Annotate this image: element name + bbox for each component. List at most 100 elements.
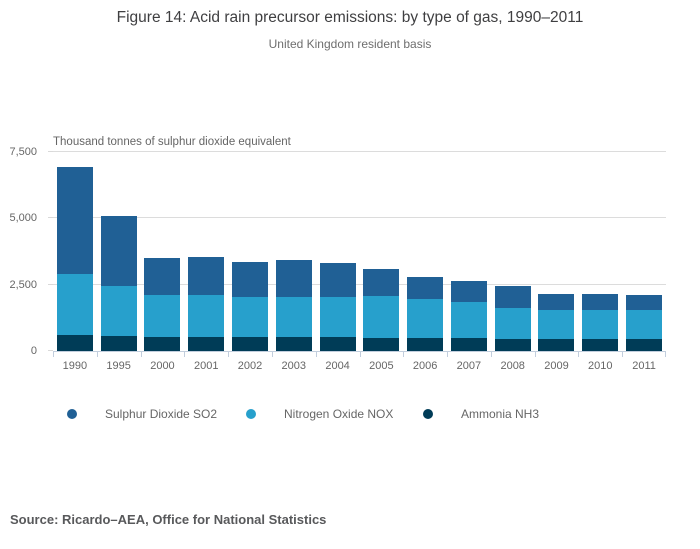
x-axis-tick-mark	[315, 351, 317, 357]
x-axis-tick-mark	[140, 351, 142, 357]
bar-segment-so2	[582, 293, 619, 311]
bar-1995	[100, 215, 137, 351]
gridline	[53, 283, 666, 285]
bar-segment-so2	[407, 276, 444, 300]
legend: Sulphur Dioxide SO2 Nitrogen Oxide NOX Amm…	[0, 403, 700, 425]
x-axis-label: 2007	[456, 360, 482, 372]
x-axis-tick-mark	[96, 351, 98, 357]
x-axis-label: 2003	[281, 360, 307, 372]
bar-segment-nh3	[188, 336, 225, 351]
bar-segment-so2	[100, 215, 137, 287]
bar-segment-nox	[450, 302, 487, 338]
bar-segment-nox	[582, 310, 619, 339]
bar-segment-nh3	[100, 335, 137, 351]
bar-slot	[53, 166, 97, 351]
x-axis-label: 2004	[325, 360, 350, 372]
bar-2002	[232, 261, 269, 351]
bar-segment-nox	[56, 274, 93, 336]
y-axis-tick-mark	[48, 151, 53, 152]
x-axis-tick-mark	[665, 351, 666, 357]
x-axis-tick-mark	[184, 351, 186, 357]
bar-segment-so2	[275, 260, 312, 297]
bar-2007	[450, 280, 487, 351]
y-axis-tick-label: 5,000	[9, 212, 37, 225]
x-axis-label: 2009	[544, 360, 569, 372]
chart-title: Figure 14: Acid rain precursor emissions…	[116, 9, 584, 26]
y-axis-tick-mark	[48, 283, 53, 285]
x-axis-tick-mark	[271, 351, 273, 357]
x-axis-tick-mark	[228, 351, 230, 357]
bar-segment-so2	[494, 286, 531, 309]
source-note: Source: Ricardo–AEA, Office for National…	[10, 512, 327, 527]
bar-2000	[144, 257, 181, 351]
bar-segment-so2	[188, 257, 225, 295]
bar-segment-nh3	[363, 338, 400, 351]
bar-2010	[582, 293, 619, 351]
y-axis-tick-mark	[48, 350, 53, 351]
bar-2011	[626, 295, 663, 351]
x-axis-label: 2001	[193, 360, 219, 372]
bar-slot	[141, 257, 185, 351]
bar-segment-nh3	[319, 336, 356, 351]
bar-segment-nh3	[232, 336, 269, 351]
bar-slot	[97, 215, 141, 351]
x-axis-label: 2005	[369, 360, 394, 372]
x-axis-label: 1995	[106, 360, 131, 372]
bar-slot	[447, 280, 491, 351]
bar-segment-nox	[275, 296, 312, 337]
bar-segment-nox	[538, 310, 575, 339]
chart-subtitle: United Kingdom resident basis	[268, 37, 432, 51]
legend-dot-icon	[246, 409, 256, 419]
x-axis-tick-mark	[359, 351, 361, 357]
x-axis-tick-mark	[403, 351, 405, 357]
legend-label: Sulphur Dioxide SO2	[105, 407, 218, 421]
x-axis-label: 2002	[237, 360, 263, 372]
gridline	[53, 217, 666, 219]
bar-2006	[407, 276, 444, 351]
bar-2004	[319, 262, 356, 351]
bar-slot	[272, 260, 316, 351]
y-axis-tick-label: 0	[30, 345, 37, 357]
bar-1990	[56, 166, 93, 351]
legend-dot-icon	[423, 409, 433, 419]
bar-segment-nox	[319, 296, 356, 337]
plot-area: 7,500 5,000 2,500 0	[9, 146, 666, 357]
bar-segment-so2	[450, 280, 487, 303]
y-axis-tick-label: 7,500	[9, 146, 37, 158]
legend-item-nh3: Ammonia NH3	[423, 403, 539, 425]
x-axis-label: 2000	[150, 360, 175, 372]
bar-slot	[578, 293, 622, 351]
bar-segment-so2	[144, 257, 181, 295]
bar-segment-nh3	[275, 336, 312, 351]
bar-segment-nox	[626, 310, 663, 339]
bar-segment-nox	[494, 308, 531, 339]
x-axis-label: 2008	[500, 360, 525, 372]
bar-slot	[228, 261, 272, 351]
bar-segment-so2	[363, 269, 400, 297]
bar-segment-so2	[538, 293, 575, 311]
bar-segment-nh3	[450, 338, 487, 351]
bar-slot	[491, 286, 535, 351]
y-axis-tick-mark	[48, 217, 53, 219]
bar-segment-nox	[144, 294, 181, 337]
x-axis-label: 2011	[632, 360, 656, 372]
gridline	[53, 151, 666, 152]
bar-segment-so2	[626, 295, 663, 311]
bar-segment-nh3	[582, 338, 619, 351]
x-axis-tick-mark	[534, 351, 536, 357]
legend-dot-icon	[67, 409, 77, 419]
bar-segment-nh3	[56, 335, 93, 351]
bar-2009	[538, 293, 575, 351]
bar-segment-nh3	[538, 338, 575, 351]
x-axis-label: 1990	[62, 360, 88, 372]
x-axis-tick-mark	[490, 351, 492, 357]
y-axis-title: Thousand tonnes of sulphur dioxide equiv…	[53, 136, 291, 148]
bar-slot	[359, 269, 403, 351]
bars-row	[53, 152, 666, 351]
x-axis-tick-mark	[53, 351, 54, 357]
bar-segment-nox	[188, 294, 225, 337]
legend-item-nox: Nitrogen Oxide NOX	[246, 403, 393, 425]
x-axis-label: 2006	[412, 360, 438, 372]
bar-segment-nox	[363, 296, 400, 338]
bar-slot	[622, 295, 666, 351]
